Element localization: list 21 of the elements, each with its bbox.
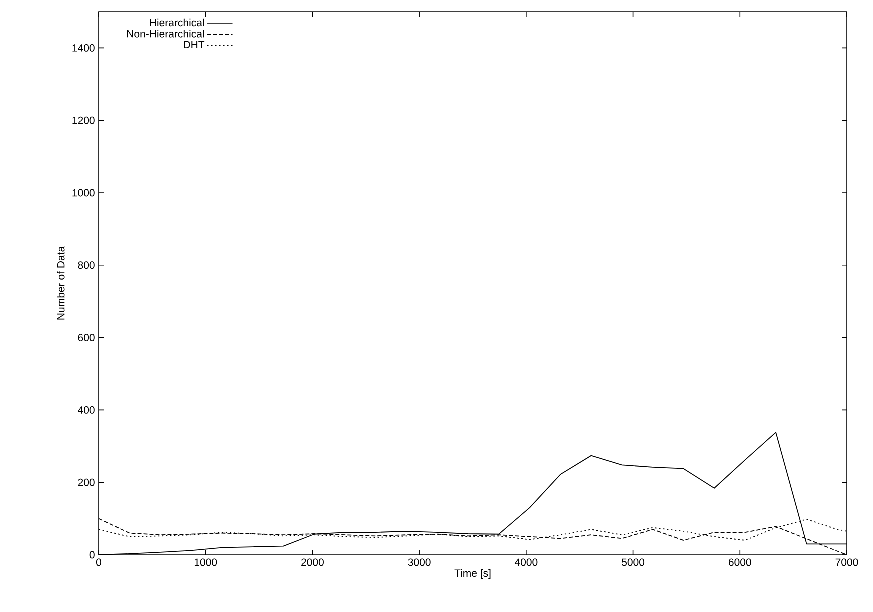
y-tick-label: 1400 [72,44,95,52]
y-tick-label: 800 [78,262,95,270]
y-tick-label: 400 [78,406,95,414]
x-tick-label: 3000 [408,558,431,566]
x-axis-title: Time [s] [454,569,491,580]
x-tick-label: 5000 [622,558,645,566]
y-axis-title: Number of Data [57,246,65,320]
legend-label: Non-Hierarchical [127,30,204,38]
x-tick-label: 6000 [728,558,752,566]
y-tick-label: 200 [78,478,95,486]
y-tick-label: 1200 [72,116,95,124]
y-tick-label: 1000 [72,189,95,197]
x-tick-label: 2000 [302,558,324,566]
legend-label: DHT [184,41,205,48]
x-tick-label: 4000 [514,558,538,566]
x-tick-label: 1000 [194,558,218,566]
y-tick-label: 600 [78,334,95,342]
y-tick-label: 0 [90,551,95,559]
x-tick-label: 0 [96,558,102,566]
legend-label: Hierarchical [150,18,204,27]
x-tick-label: 7000 [836,558,858,566]
